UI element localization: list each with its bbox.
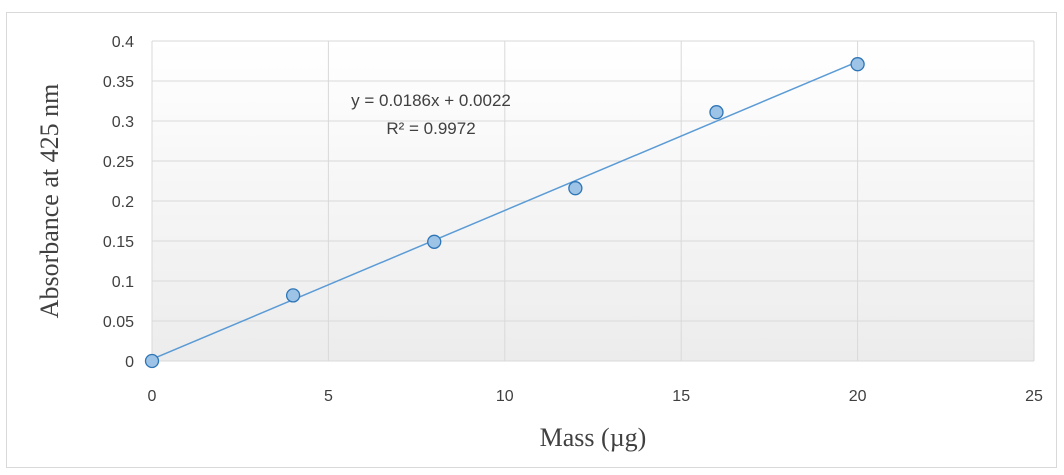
- data-point: [427, 234, 442, 249]
- gridlines: [151, 40, 1035, 362]
- data-point: [709, 105, 724, 120]
- trendline: [151, 60, 858, 360]
- x-tick-label: 15: [672, 388, 690, 405]
- y-tick-label: 0.2: [112, 194, 134, 211]
- y-tick-label: 0.05: [103, 314, 134, 331]
- trendline-r-squared: R² = 0.9972: [386, 119, 475, 138]
- data-points: [144, 57, 865, 369]
- data-point: [144, 353, 160, 369]
- y-tick-label: 0.3: [112, 114, 134, 131]
- y-tick-label: 0.4: [112, 34, 134, 51]
- tick-labels: 0 0.05 0.1 0.15 0.2 0.25 0.3 0.35 0.4 0 5 10 15 20 25: [103, 34, 1043, 405]
- x-tick-label: 20: [849, 388, 867, 405]
- x-tick-label: 25: [1025, 388, 1043, 405]
- x-axis-title: Mass (µg): [540, 423, 647, 452]
- data-point: [285, 288, 301, 303]
- y-tick-label: 0.15: [103, 234, 134, 251]
- y-tick-label: 0.35: [103, 74, 134, 91]
- x-tick-label: 0: [148, 388, 157, 405]
- y-axis-title: Absorbance at 425 nm: [35, 84, 64, 319]
- y-tick-label: 0.25: [103, 154, 134, 171]
- trendline-equation: y = 0.0186x + 0.0022: [351, 91, 511, 110]
- data-point: [568, 181, 583, 196]
- x-tick-label: 5: [324, 388, 333, 405]
- y-tick-label: 0.1: [112, 274, 134, 291]
- trendline-layer: [151, 60, 858, 360]
- y-tick-label: 0: [125, 354, 134, 371]
- data-point: [850, 57, 865, 72]
- x-tick-label: 10: [496, 388, 514, 405]
